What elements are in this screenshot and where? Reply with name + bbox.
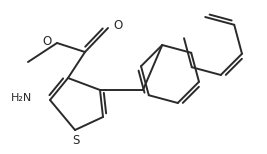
Text: O: O <box>43 34 52 47</box>
Text: O: O <box>113 18 122 32</box>
Text: H₂N: H₂N <box>11 93 32 103</box>
Text: S: S <box>72 134 80 146</box>
